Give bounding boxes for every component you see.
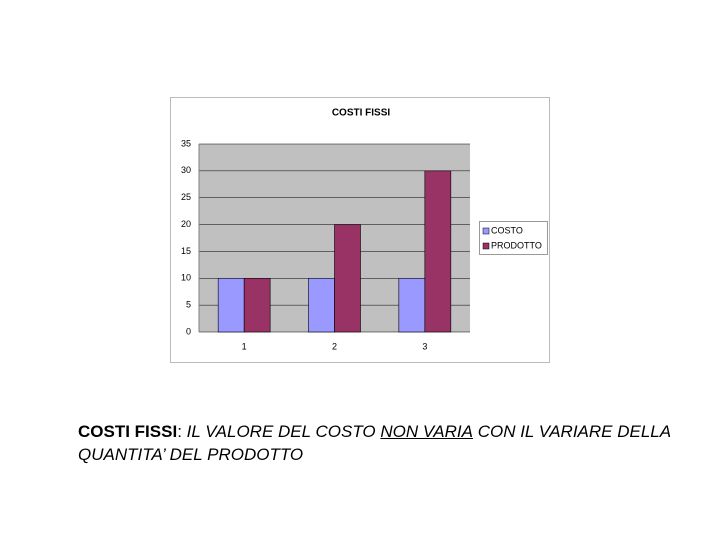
- y-tick-label: 30: [181, 165, 191, 175]
- caption: COSTI FISSI: IL VALORE DEL COSTO NON VAR…: [78, 420, 678, 466]
- bar: [334, 224, 361, 333]
- bar: [424, 170, 452, 333]
- caption-colon: :: [177, 422, 182, 441]
- x-tick-label: 1: [242, 341, 247, 351]
- bar: [398, 277, 426, 333]
- legend-box: [479, 221, 548, 255]
- caption-lead: COSTI FISSI: [78, 422, 178, 441]
- caption-emphasis: NON VARIA: [380, 422, 473, 441]
- y-tick-label: 0: [186, 326, 191, 336]
- legend-label: COSTO: [491, 225, 523, 235]
- y-tick-label: 20: [181, 219, 191, 229]
- bar: [308, 277, 335, 333]
- caption-text: IL VALORE DEL COSTO: [186, 422, 376, 441]
- chart: COSTI FISSI 0 5 10 15 20 25 30 35 1 2 3 COSTO PRODOT…: [170, 97, 550, 363]
- bar: [217, 277, 245, 333]
- x-tick-label: 2: [332, 341, 337, 351]
- bar: [243, 277, 271, 333]
- y-tick-label: 15: [181, 246, 191, 256]
- y-tick-label: 35: [181, 138, 191, 148]
- chart-title: COSTI FISSI: [332, 108, 391, 119]
- y-tick-label: 10: [181, 273, 191, 283]
- y-tick-label: 5: [186, 300, 191, 310]
- legend-swatch: [482, 242, 490, 250]
- caption-text: CON IL VARIARE DELLA QUANTITA’ DEL PRODO…: [78, 422, 671, 464]
- legend-label: PRODOTTO: [491, 240, 542, 250]
- y-tick-label: 25: [181, 192, 191, 202]
- x-tick-label: 3: [422, 341, 427, 351]
- legend-swatch: [482, 227, 490, 235]
